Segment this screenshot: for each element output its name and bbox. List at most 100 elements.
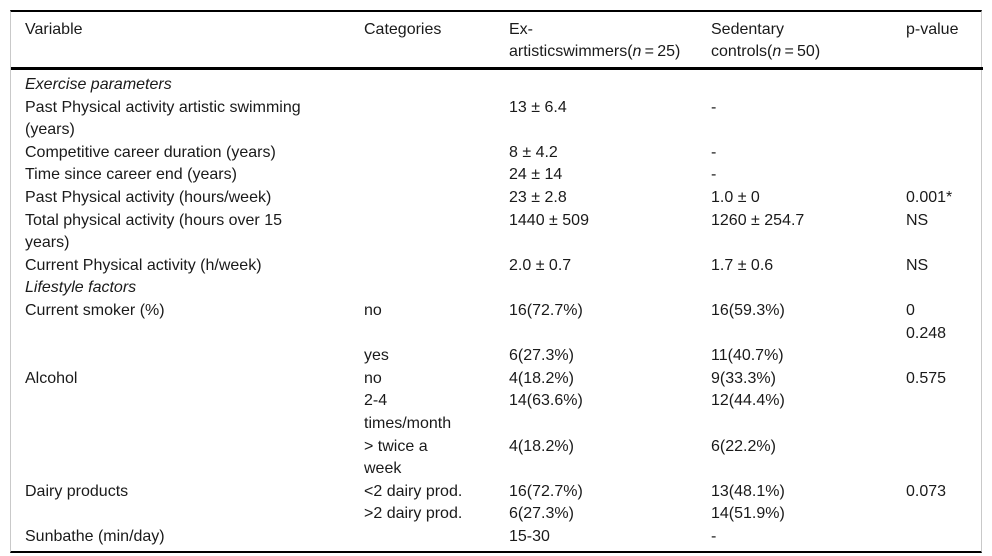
cell-sedentary: 13(48.1%) bbox=[711, 482, 785, 500]
cell-variable bbox=[11, 345, 364, 368]
table-header-row: Variable Categories Ex-artisticswimmers(n … bbox=[11, 12, 983, 70]
cell-sedentary: 1260 ± 254.7 bbox=[711, 211, 805, 229]
cell-categories bbox=[364, 97, 509, 142]
cell-ex-swimmers: 16(72.7%) bbox=[509, 482, 583, 500]
table-row: > twice a week 4(18.2%) 6(22.2%) bbox=[11, 436, 983, 481]
cell-variable: Past Physical activity artistic swimming… bbox=[25, 98, 301, 139]
cell-variable: Lifestyle factors bbox=[25, 279, 137, 297]
cell-sedentary: 1.7 ± 0.6 bbox=[711, 256, 774, 274]
cell-variable bbox=[11, 436, 364, 481]
cell-categories bbox=[364, 526, 509, 552]
cell-variable: Alcohol bbox=[25, 369, 78, 387]
cell-categories bbox=[364, 142, 509, 165]
cell-ex-swimmers: 14(63.6%) bbox=[509, 392, 583, 410]
cell-p-value: 0.073 bbox=[906, 482, 947, 500]
col-header-categories: Categories bbox=[364, 12, 509, 70]
cell-ex-swimmers: 8 ± 4.2 bbox=[509, 143, 558, 161]
cell-variable: Competitive career duration (years) bbox=[25, 143, 276, 161]
cell-p-value bbox=[906, 503, 983, 526]
cell-sedentary: 12(44.4%) bbox=[711, 392, 785, 410]
cell-sedentary: 16(59.3%) bbox=[711, 301, 785, 319]
table-row: Sunbathe (min/day) 15-30 - bbox=[11, 526, 983, 552]
col-header-sedentary: Sedentary controls(n = 50) bbox=[711, 12, 906, 70]
cell-p-value: 0.001* bbox=[906, 188, 953, 206]
cell-ex-swimmers: 13 ± 6.4 bbox=[509, 98, 567, 116]
cell-p-value bbox=[906, 526, 983, 552]
cell-ex-swimmers: 4(18.2%) bbox=[509, 437, 574, 455]
cell-variable bbox=[11, 390, 364, 435]
cell-p-value bbox=[906, 277, 983, 300]
cell-p-value: NS bbox=[906, 211, 929, 229]
table-row: Dairy products <2 dairy prod. 16(72.7%) 13(… bbox=[11, 481, 983, 504]
cell-ex-swimmers: 4(18.2%) bbox=[509, 369, 574, 387]
cell-sedentary bbox=[711, 69, 906, 97]
col-header-p-value: p-value bbox=[906, 12, 983, 70]
cell-ex-swimmers: 16(72.7%) bbox=[509, 301, 583, 319]
cell-categories: 2-4 times/month bbox=[364, 392, 452, 432]
cell-p-value bbox=[906, 390, 983, 435]
table-body: Exercise parameters Past Physical activit… bbox=[11, 69, 983, 552]
cell-p-value bbox=[906, 345, 983, 368]
table-row: Time since career end (years) 24 ± 14 - bbox=[11, 164, 983, 187]
cell-variable: Current smoker (%) bbox=[25, 301, 165, 319]
cell-categories bbox=[364, 255, 509, 278]
cell-p-value bbox=[906, 142, 983, 165]
cell-variable: Current Physical activity (h/week) bbox=[25, 256, 262, 274]
cell-categories bbox=[364, 69, 509, 97]
cell-sedentary: 1.0 ± 0 bbox=[711, 188, 760, 206]
cell-ex-swimmers: 1440 ± 509 bbox=[509, 211, 589, 229]
cell-variable: Exercise parameters bbox=[25, 76, 172, 93]
table-row: Total physical activity (hours over 15 y… bbox=[11, 210, 983, 255]
table-row: Alcohol no 4(18.2%) 9(33.3%) 0.575 bbox=[11, 368, 983, 391]
cell-sedentary: - bbox=[711, 527, 717, 545]
cell-categories bbox=[364, 210, 509, 255]
cell-sedentary: - bbox=[711, 98, 717, 116]
cell-variable: Past Physical activity (hours/week) bbox=[25, 188, 272, 206]
cell-categories bbox=[364, 164, 509, 187]
table-row: 2-4 times/month 14(63.6%) 12(44.4%) bbox=[11, 390, 983, 435]
participants-characteristics-table: Variable Categories Ex-artisticswimmers(n … bbox=[11, 12, 983, 551]
cell-categories bbox=[364, 187, 509, 210]
col-header-variable: Variable bbox=[11, 12, 364, 70]
cell-ex-swimmers: 2.0 ± 0.7 bbox=[509, 256, 572, 274]
cell-p-value bbox=[906, 97, 983, 142]
table-row: Past Physical activity (hours/week) 23 ± … bbox=[11, 187, 983, 210]
table-row: Past Physical activity artistic swimming… bbox=[11, 97, 983, 142]
cell-ex-swimmers: 6(27.3%) bbox=[509, 505, 574, 523]
cell-categories: yes bbox=[364, 347, 389, 365]
cell-categories: no bbox=[364, 301, 382, 319]
cell-sedentary bbox=[711, 277, 906, 300]
cell-p-value: 0.575 bbox=[906, 369, 947, 387]
cell-p-value: NS bbox=[906, 256, 929, 274]
cell-sedentary: 9(33.3%) bbox=[711, 369, 776, 387]
cell-ex-swimmers: 15-30 bbox=[509, 527, 550, 545]
cell-p-value bbox=[906, 436, 983, 481]
cell-ex-swimmers bbox=[509, 69, 711, 97]
table-row: >2 dairy prod. 6(27.3%) 14(51.9%) bbox=[11, 503, 983, 526]
col-header-ex-swimmers: Ex-artisticswimmers(n = 25) bbox=[509, 12, 711, 70]
cell-variable: Sunbathe (min/day) bbox=[25, 527, 165, 545]
cell-p-value bbox=[906, 164, 983, 187]
cell-variable: Time since career end (years) bbox=[25, 166, 237, 184]
cell-sedentary: 14(51.9%) bbox=[711, 505, 785, 523]
cell-categories: > twice a week bbox=[364, 437, 428, 478]
table-row: yes 6(27.3%) 11(40.7%) bbox=[11, 345, 983, 368]
cell-sedentary: - bbox=[711, 166, 717, 184]
table-row: Current smoker (%) no 16(72.7%) 16(59.3%) 0 … bbox=[11, 300, 983, 345]
section-row: Lifestyle factors bbox=[11, 277, 983, 300]
cell-sedentary: - bbox=[711, 143, 717, 161]
table-row: Current Physical activity (h/week) 2.0 ± … bbox=[11, 255, 983, 278]
cell-ex-swimmers: 6(27.3%) bbox=[509, 347, 574, 365]
cell-sedentary: 11(40.7%) bbox=[711, 347, 784, 365]
cell-ex-swimmers: 24 ± 14 bbox=[509, 166, 563, 184]
cell-ex-swimmers bbox=[509, 277, 711, 300]
section-row: Exercise parameters bbox=[11, 69, 983, 97]
table-row: Competitive career duration (years) 8 ± 4… bbox=[11, 142, 983, 165]
cell-ex-swimmers: 23 ± 2.8 bbox=[509, 188, 567, 206]
cell-variable: Total physical activity (hours over 15 y… bbox=[25, 211, 282, 252]
cell-categories: >2 dairy prod. bbox=[364, 505, 463, 523]
study-table-container: Variable Categories Ex-artisticswimmers(n … bbox=[10, 10, 983, 554]
cell-variable bbox=[11, 503, 364, 526]
cell-categories bbox=[364, 277, 509, 300]
cell-p-value: 0 0.248 bbox=[906, 301, 947, 342]
